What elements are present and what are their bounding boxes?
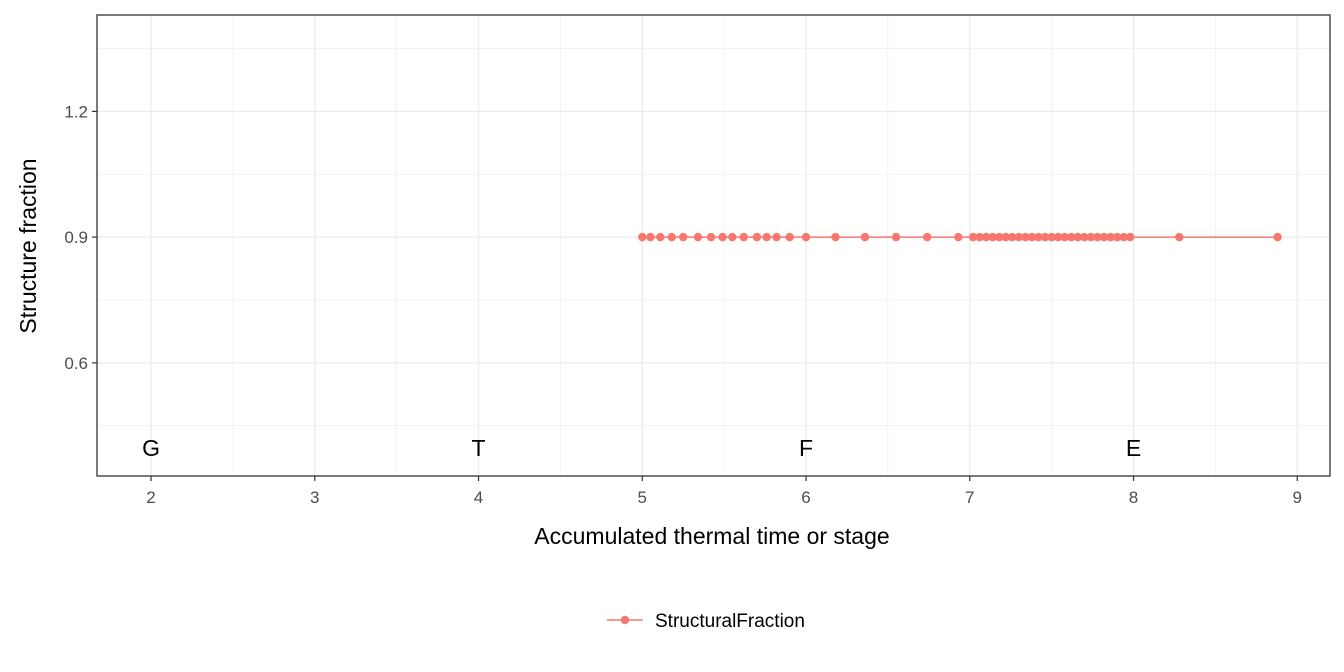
y-tick-label: 0.6 (64, 354, 88, 373)
data-point (1086, 232, 1096, 242)
data-point (1126, 232, 1135, 242)
plot-background (97, 15, 1330, 476)
data-point (646, 232, 655, 242)
series-layer (638, 232, 1282, 242)
x-tick-label: 2 (146, 488, 155, 507)
data-point (718, 232, 727, 242)
data-point (785, 232, 794, 242)
data-point (1273, 232, 1282, 242)
grid-major (97, 15, 1330, 476)
data-point (1001, 232, 1010, 242)
data-point (1093, 232, 1102, 242)
data-point (667, 232, 676, 242)
plot-border (96, 14, 1331, 477)
data-point (1053, 232, 1063, 242)
data-point (693, 232, 703, 242)
data-point (1034, 232, 1043, 242)
stage-label: G (142, 435, 160, 461)
data-point (638, 232, 647, 242)
data-point (752, 232, 762, 242)
data-point (981, 232, 991, 242)
data-point (1047, 232, 1056, 242)
y-tick-label: 1.2 (64, 102, 88, 121)
x-tick-label: 6 (801, 488, 810, 507)
data-point (831, 232, 840, 242)
data-point (1008, 232, 1017, 242)
x-tick-label: 5 (638, 488, 647, 507)
data-point (1060, 232, 1069, 242)
data-point (1040, 232, 1050, 242)
data-point (1027, 232, 1037, 242)
data-point (762, 232, 771, 242)
y-axis-title: Structure fraction (15, 158, 41, 333)
data-point (975, 232, 984, 242)
x-tick-label: 9 (1293, 488, 1302, 507)
data-point (801, 232, 811, 242)
x-tick-label: 4 (474, 488, 483, 507)
data-point (679, 232, 688, 242)
data-point (860, 232, 870, 242)
data-point (1175, 232, 1184, 242)
legend-point (620, 615, 630, 625)
data-point (954, 232, 963, 242)
data-point (922, 232, 932, 242)
data-point (995, 232, 1004, 242)
y-axis: 0.6 0.9 1.2 (64, 102, 97, 373)
legend: StructuralFraction (607, 611, 805, 632)
stage-label: T (471, 435, 485, 461)
data-point (968, 232, 978, 242)
legend-label: StructuralFraction (655, 611, 805, 632)
x-tick-label: 3 (310, 488, 319, 507)
x-tick-label: 8 (1129, 488, 1138, 507)
data-point (739, 232, 748, 242)
data-point (656, 232, 665, 242)
data-point (1014, 232, 1024, 242)
data-point (891, 232, 901, 242)
stage-label: E (1126, 435, 1141, 461)
y-tick-label: 0.9 (64, 228, 88, 247)
data-point (1021, 232, 1030, 242)
data-point (772, 232, 781, 242)
data-point (1106, 232, 1115, 242)
data-point (1119, 232, 1128, 242)
data-point (706, 232, 716, 242)
data-point (1099, 232, 1109, 242)
data-point (1073, 232, 1083, 242)
data-point (1067, 232, 1076, 242)
x-axis-title: Accumulated thermal time or stage (534, 523, 889, 549)
data-point (1080, 232, 1089, 242)
grid-minor (97, 15, 1330, 476)
stage-label: F (799, 435, 813, 461)
data-point (988, 232, 997, 242)
x-tick-label: 7 (965, 488, 974, 507)
data-point (1112, 232, 1122, 242)
data-point (728, 232, 737, 242)
x-axis: 2 3 4 5 6 7 8 9 (146, 476, 1302, 507)
